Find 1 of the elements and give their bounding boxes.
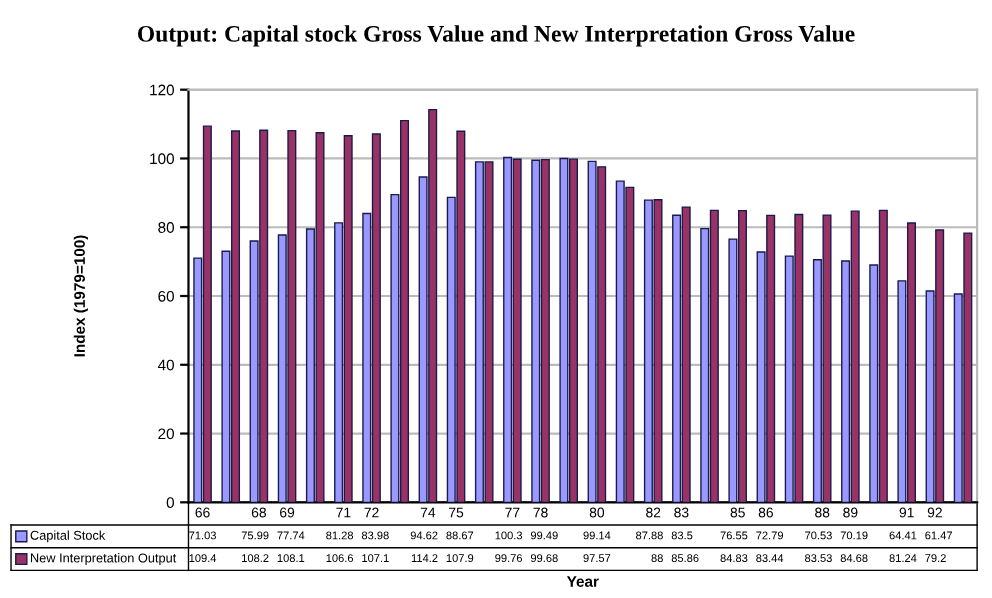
- chart-title: Output: Capital stock Gross Value and New Interpretation Gross Value: [137, 25, 855, 47]
